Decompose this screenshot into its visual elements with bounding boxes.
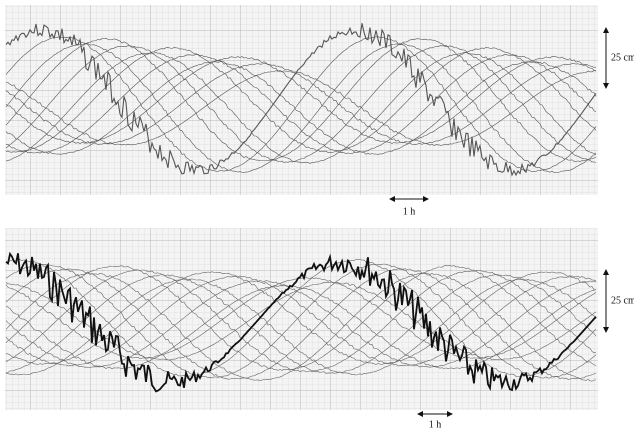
tide-trace xyxy=(5,70,597,146)
tide-trace xyxy=(5,263,597,379)
vertical-scale-label: 25 cm xyxy=(611,295,634,306)
tide-trace xyxy=(5,268,597,380)
horizontal-scale-label: 1 h xyxy=(429,419,442,430)
tide-trace xyxy=(5,274,597,374)
tide-trace xyxy=(5,46,597,153)
tide-trace xyxy=(5,56,597,145)
tide-trace xyxy=(5,61,597,155)
tide-trace xyxy=(5,45,597,163)
tide-trace xyxy=(5,63,597,146)
tide-trace xyxy=(5,275,597,367)
tide-trace xyxy=(5,36,597,172)
tide-trace xyxy=(5,279,597,368)
tide-trace xyxy=(5,51,597,164)
grid xyxy=(5,228,598,410)
tide-trace xyxy=(5,259,597,378)
record-panel xyxy=(5,5,598,195)
horizontal-scale-label: 1 h xyxy=(403,206,416,217)
tide-trace xyxy=(5,53,597,154)
tide-trace xyxy=(5,37,597,162)
tide-trace xyxy=(5,277,597,360)
tide-trace xyxy=(5,284,597,370)
tide-trace xyxy=(5,251,597,393)
tide-trace xyxy=(5,43,597,173)
vertical-scale-label: 25 cm xyxy=(611,52,634,63)
record-panel xyxy=(5,228,598,410)
tide-trace xyxy=(5,272,597,382)
tide-trace xyxy=(5,23,597,177)
tide-trace xyxy=(5,278,597,376)
tide-trace xyxy=(5,269,597,373)
